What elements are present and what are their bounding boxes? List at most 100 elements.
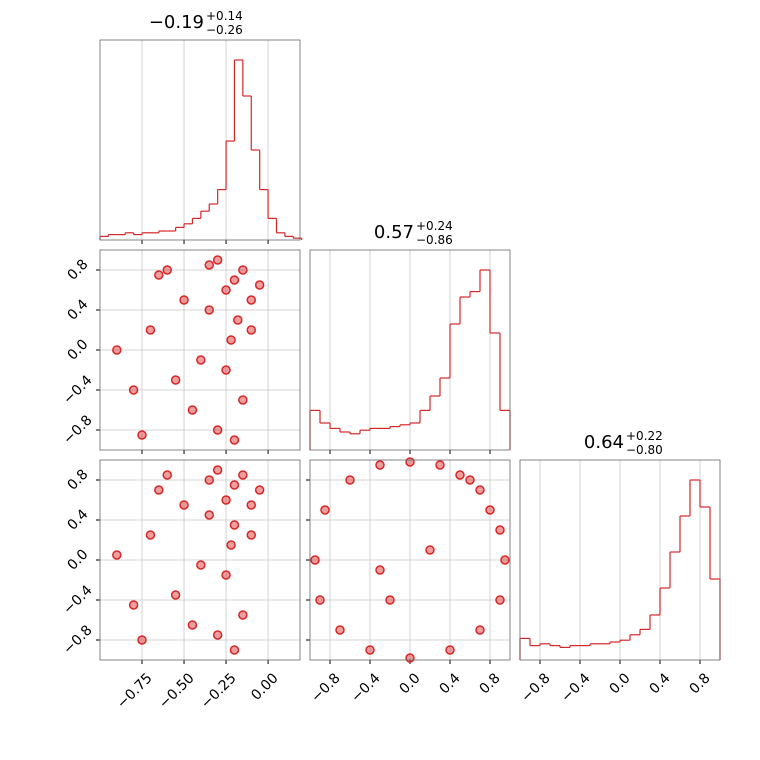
sample-point (465, 475, 475, 485)
sample-point (154, 270, 164, 280)
y-tick-label: −0.4 (60, 582, 95, 617)
panel-frame (99, 459, 301, 661)
x-tick-label: 0.4 (647, 670, 674, 697)
y-tick-label: 0.4 (64, 506, 91, 533)
sample-point (221, 570, 231, 580)
x-tick-label: 0.8 (687, 670, 714, 697)
sample-point (212, 630, 223, 640)
y-tick-label: 0.8 (64, 466, 91, 493)
sample-point (375, 460, 385, 470)
x-tick-label: −0.25 (198, 670, 240, 712)
sample-point (475, 485, 485, 495)
sample-point (254, 280, 265, 290)
sample-point (170, 375, 181, 385)
sample-point (254, 485, 265, 495)
sample-point (187, 405, 198, 415)
sample-point (335, 625, 345, 635)
panel-frame (99, 249, 301, 451)
title-value: 0.64 (584, 432, 624, 453)
sample-point (233, 315, 243, 325)
x-tick-label: 0.00 (248, 670, 281, 703)
y-tick-label: −0.8 (60, 622, 95, 657)
sample-point (145, 530, 156, 540)
y-tick-label: 0.0 (64, 336, 91, 363)
sample-point (226, 540, 236, 550)
sample-point (495, 595, 505, 605)
panel-frame (309, 459, 511, 661)
title-minus: −0.80 (626, 443, 663, 457)
sample-point (405, 653, 415, 663)
x-tick-label: 0.4 (437, 670, 464, 697)
sample-point (238, 610, 248, 620)
sample-point (179, 295, 189, 305)
title-value: 0.57 (374, 222, 414, 243)
sample-point (495, 525, 505, 535)
panel-frame (519, 459, 721, 661)
sample-point (435, 460, 445, 470)
x-tick-label: 0.0 (607, 670, 634, 697)
sample-point (128, 600, 139, 610)
sample-point (315, 595, 325, 605)
sample-point (154, 485, 164, 495)
sample-point (112, 345, 122, 355)
x-tick-label: −0.8 (308, 670, 343, 705)
x-tick-label: 0.8 (477, 670, 504, 697)
sample-point (445, 645, 455, 655)
sample-point (425, 545, 435, 555)
sample-point (221, 285, 231, 295)
title-plus: +0.22 (626, 429, 663, 443)
x-tick-label: −0.4 (348, 670, 383, 705)
x-tick-label: −0.50 (156, 670, 198, 712)
sample-point (170, 590, 181, 600)
sample-point (310, 555, 320, 565)
sample-point (221, 495, 231, 505)
sample-point (320, 505, 330, 515)
panel-frame (99, 39, 301, 241)
sample-point (212, 255, 223, 265)
sample-point (475, 625, 485, 635)
panel-frame (309, 249, 511, 451)
sample-point (455, 470, 465, 480)
sample-point (229, 520, 240, 530)
title-plus: +0.24 (416, 219, 453, 233)
y-tick-label: 0.4 (64, 296, 91, 323)
sample-point (179, 500, 189, 510)
sample-point (137, 430, 147, 440)
y-tick-label: −0.4 (60, 372, 95, 407)
sample-point (238, 395, 248, 405)
sample-point (137, 635, 147, 645)
title-value: −0.19 (149, 12, 204, 33)
sample-point (212, 465, 223, 475)
sample-point (365, 645, 375, 655)
title-plus: +0.14 (206, 9, 243, 23)
sample-point (145, 325, 156, 335)
sample-point (204, 510, 214, 520)
sample-point (238, 265, 248, 275)
title-minus: −0.26 (206, 23, 243, 37)
sample-point (229, 480, 240, 490)
sample-point (405, 457, 415, 467)
sample-point (162, 265, 172, 275)
sample-point (162, 470, 172, 480)
sample-point (229, 645, 240, 655)
sample-point (128, 385, 139, 395)
y-tick-label: 0.0 (64, 546, 91, 573)
sample-point (375, 565, 385, 575)
sample-point (226, 335, 236, 345)
sample-point (112, 550, 122, 560)
sample-point (246, 295, 257, 305)
sample-point (385, 595, 395, 605)
sample-point (229, 275, 240, 285)
x-tick-label: −0.8 (518, 670, 553, 705)
sample-point (196, 355, 206, 365)
sample-point (500, 555, 510, 565)
sample-point (345, 475, 355, 485)
sample-point (187, 620, 198, 630)
sample-point (212, 425, 223, 435)
y-tick-label: 0.8 (64, 256, 91, 283)
x-tick-label: −0.75 (114, 670, 156, 712)
sample-point (204, 475, 214, 485)
sample-point (204, 260, 214, 270)
sample-point (229, 435, 240, 445)
